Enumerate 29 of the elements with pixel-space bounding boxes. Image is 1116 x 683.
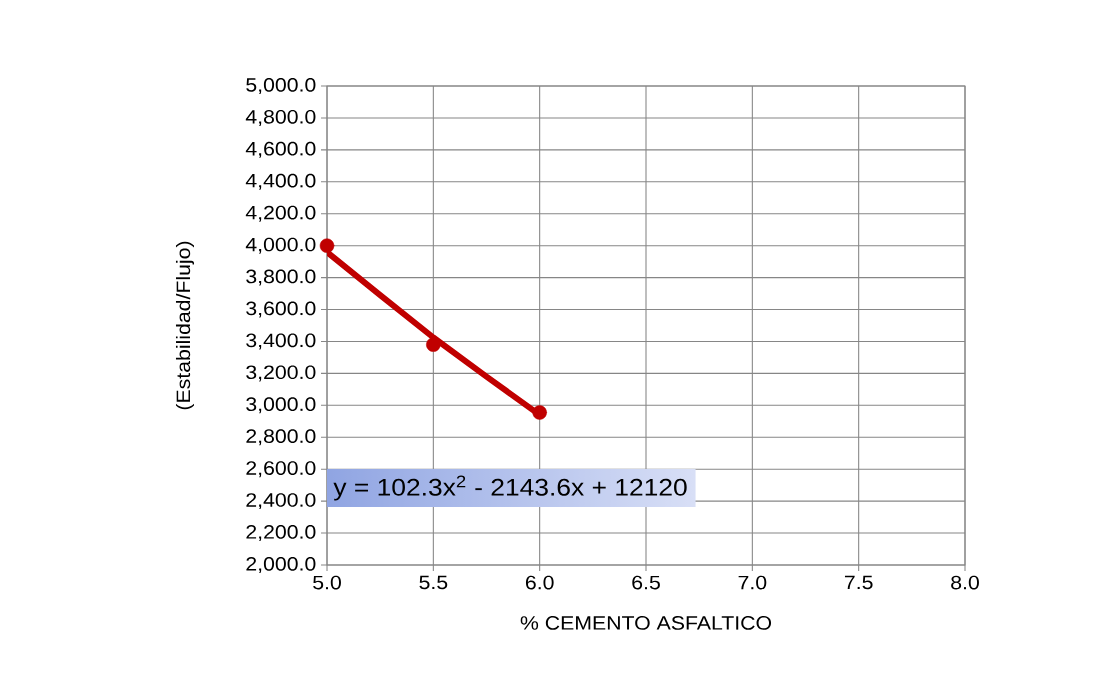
point bbox=[426, 337, 441, 352]
y-tick-label: 2,200.0 bbox=[246, 525, 316, 542]
x-tick-label: 5.0 bbox=[313, 575, 341, 590]
annotation: y = 102.3x$^{2}$ - 2143.6x + 12120 bbox=[333, 475, 687, 501]
y-tick-label: 4,600.0 bbox=[245, 141, 316, 158]
y-tick-label: 5,000.0 bbox=[246, 78, 316, 94]
y-tick-label: 3,800.0 bbox=[246, 269, 316, 286]
x-tick-label: 7.0 bbox=[738, 575, 767, 590]
x-tick-label: 6.5 bbox=[632, 575, 660, 590]
point bbox=[532, 405, 547, 420]
x-tick-label: 7.5 bbox=[844, 575, 873, 590]
x-tick-label: 5.5 bbox=[419, 575, 448, 590]
x-axis-title: % CEMENTO ASFALTICO bbox=[520, 616, 772, 630]
y-tick-label: 3,400.0 bbox=[246, 333, 316, 350]
y-tick-label: 2,800.0 bbox=[246, 429, 316, 446]
y-tick-label: 3,000.0 bbox=[246, 397, 316, 414]
point bbox=[319, 238, 335, 253]
y-axis-title: (Estabilidad/Flujo) bbox=[175, 241, 194, 410]
y-tick-label: 3,200.0 bbox=[246, 365, 316, 382]
y-tick-label: 4,800.0 bbox=[245, 109, 316, 126]
y-tick-label: 3,600.0 bbox=[246, 301, 316, 318]
y-tick-label: 4,400.0 bbox=[245, 173, 316, 190]
y-tick-label: 2,000.0 bbox=[246, 557, 316, 573]
y-tick-label: 4,200.0 bbox=[245, 205, 316, 222]
y-tick-label: 4,000.0 bbox=[245, 237, 316, 254]
y-tick-label: 2,400.0 bbox=[246, 493, 316, 510]
x-tick-label: 8.0 bbox=[951, 575, 979, 590]
y-tick-label: 2,600.0 bbox=[246, 461, 316, 478]
x-tick-label: 6.0 bbox=[525, 575, 554, 590]
